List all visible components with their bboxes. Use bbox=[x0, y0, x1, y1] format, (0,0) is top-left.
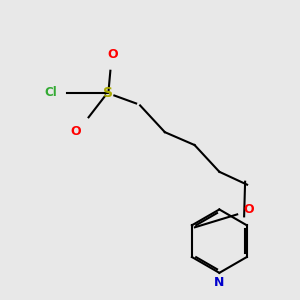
Text: O: O bbox=[70, 125, 81, 138]
Text: O: O bbox=[107, 48, 118, 61]
Text: Cl: Cl bbox=[44, 86, 57, 99]
Text: S: S bbox=[103, 85, 113, 100]
Text: O: O bbox=[243, 203, 254, 216]
Text: N: N bbox=[214, 276, 224, 289]
